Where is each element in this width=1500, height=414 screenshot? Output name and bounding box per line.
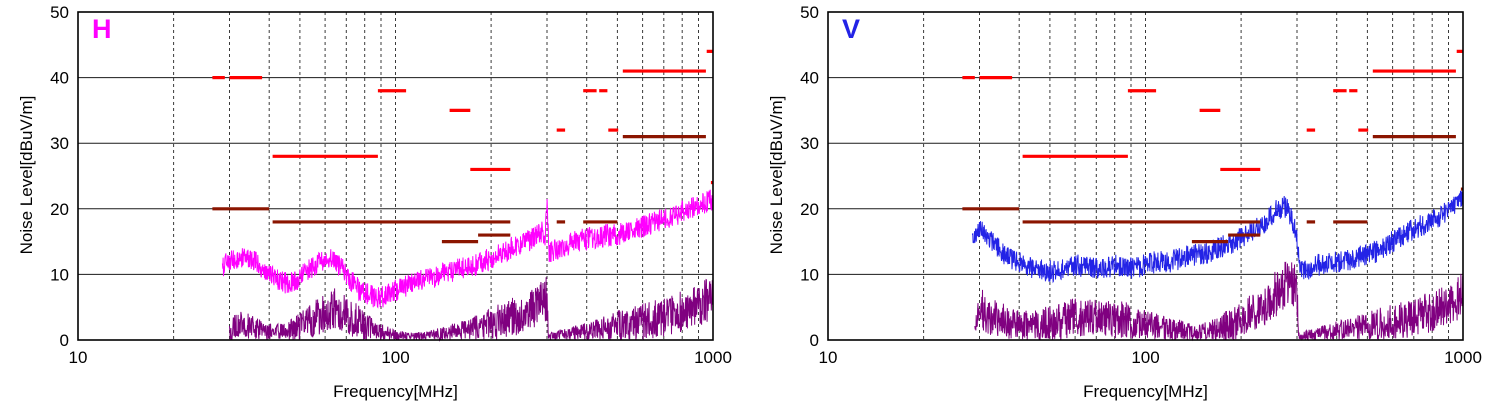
y-tick-label: 10: [50, 265, 69, 284]
x-tick-label: 10: [819, 348, 838, 367]
plot-frame: [827, 11, 1464, 341]
x-tick-label: 1000: [1444, 348, 1482, 367]
x-tick-label: 10: [69, 348, 88, 367]
y-tick-label: 30: [50, 134, 69, 153]
chart-label-v: V: [842, 14, 862, 44]
trace-magenta-peak: [221, 189, 714, 309]
x-tick-label: 1000: [694, 348, 732, 367]
chart-label-h: H: [92, 14, 113, 44]
y-tick-label: 40: [50, 69, 69, 88]
x-axis-title-h: Frequency[MHz]: [333, 382, 458, 401]
x-axis-title-v: Frequency[MHz]: [1083, 382, 1208, 401]
x-tick-label: 100: [1131, 348, 1159, 367]
x-tick-label: 100: [381, 348, 409, 367]
trace-purple-average: [229, 277, 714, 342]
y-tick-label: 10: [800, 265, 819, 284]
chart-horizontal-polarization: H Noise Level[dBuV/m] 0 10 20 30 40 50 10 100 10…: [17, 3, 732, 401]
chart-vertical-polarization: V Noise Level[dBuV/m] 0 10 20 30 40 50 10 100 10…: [750, 0, 1500, 414]
y-tick-label: 30: [800, 134, 819, 153]
y-tick-label: 0: [810, 331, 819, 350]
trace-purple-average: [974, 261, 1464, 342]
y-tick-label: 20: [50, 200, 69, 219]
y-axis-title-h: Noise Level[dBuV/m]: [17, 95, 36, 255]
y-tick-label: 50: [50, 3, 69, 22]
y-tick-label: 50: [800, 3, 819, 22]
y-tick-label: 20: [800, 200, 819, 219]
y-axis-title-v: Noise Level[dBuV/m]: [767, 95, 786, 255]
y-tick-label: 0: [60, 331, 69, 350]
y-tick-label: 40: [800, 69, 819, 88]
plot-frame: [77, 11, 714, 341]
trace-blue-peak: [971, 190, 1464, 284]
